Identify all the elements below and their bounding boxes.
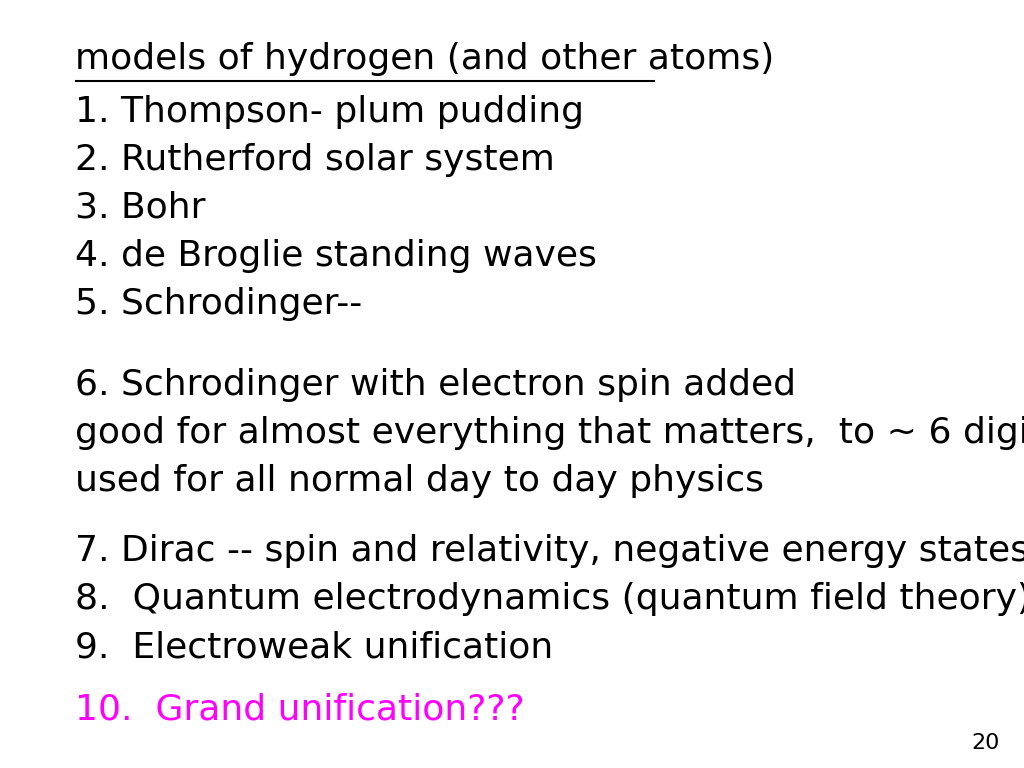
Text: 7. Dirac -- spin and relativity, negative energy states: 7. Dirac -- spin and relativity, negativ… (75, 534, 1024, 568)
Text: 4. de Broglie standing waves: 4. de Broglie standing waves (75, 239, 597, 273)
Text: 20: 20 (972, 733, 1000, 753)
Text: 3. Bohr: 3. Bohr (75, 191, 206, 225)
Text: 9.  Electroweak unification: 9. Electroweak unification (75, 630, 553, 664)
Text: 1. Thompson- plum pudding: 1. Thompson- plum pudding (75, 95, 584, 129)
Text: 2. Rutherford solar system: 2. Rutherford solar system (75, 143, 555, 177)
Text: 6. Schrodinger with electron spin added: 6. Schrodinger with electron spin added (75, 368, 796, 402)
Text: good for almost everything that matters,  to ~ 6 digits: good for almost everything that matters,… (75, 416, 1024, 450)
Text: 5. Schrodinger--: 5. Schrodinger-- (75, 287, 362, 321)
Text: 8.  Quantum electrodynamics (quantum field theory): 8. Quantum electrodynamics (quantum fiel… (75, 582, 1024, 616)
Text: used for all normal day to day physics: used for all normal day to day physics (75, 464, 764, 498)
Text: 10.  Grand unification???: 10. Grand unification??? (75, 693, 524, 727)
Text: models of hydrogen (and other atoms): models of hydrogen (and other atoms) (75, 42, 774, 76)
